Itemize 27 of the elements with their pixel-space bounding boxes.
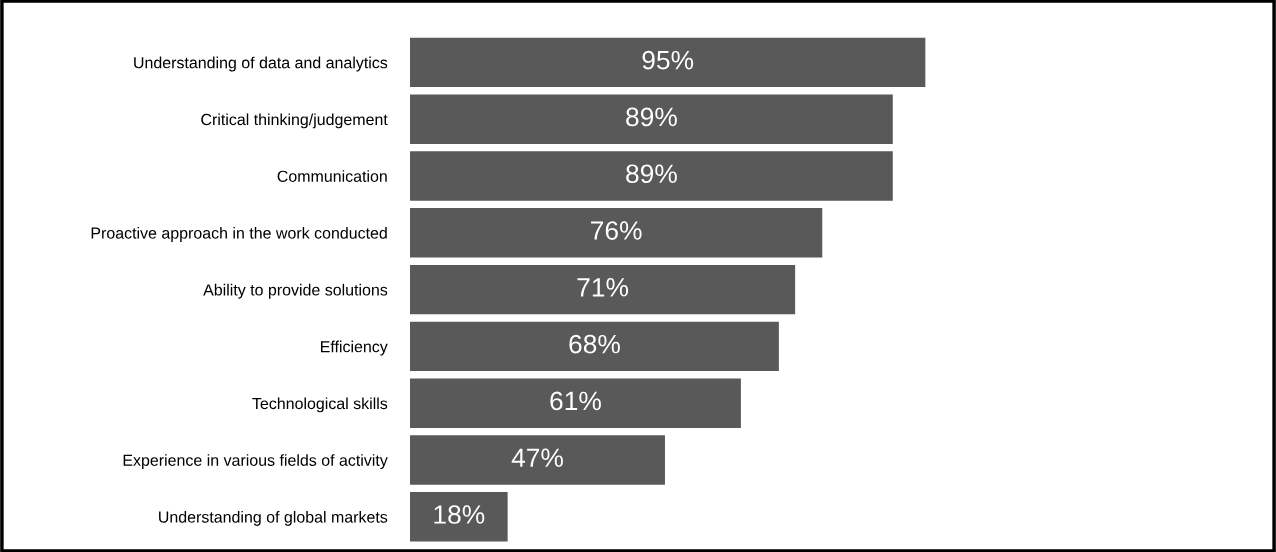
- y-tick-label: Efficiency: [321, 340, 388, 356]
- y-tick-label: Experience in various fields of activity: [123, 454, 388, 470]
- data-label: 71%: [577, 278, 629, 297]
- data-label: 18%: [434, 505, 485, 524]
- bar: [410, 435, 665, 485]
- bar: [410, 94, 893, 144]
- bar: [410, 37, 926, 88]
- y-tick-label: Communication: [277, 170, 387, 182]
- bar: [410, 321, 779, 372]
- y-tick-label: Understanding of data and analytics: [134, 56, 388, 72]
- y-tick-label: Proactive approach in the work conducted: [91, 227, 387, 242]
- y-tick-label: Ability to provide solutions: [203, 283, 388, 299]
- y-tick-label: Critical thinking/judgement: [201, 113, 388, 129]
- data-label: 95%: [642, 50, 694, 70]
- y-tick-label: Technological skills: [252, 397, 388, 413]
- data-label: 61%: [550, 391, 601, 411]
- bar: [410, 208, 823, 258]
- y-tick-label: Understanding of global markets: [159, 511, 388, 526]
- bar: [410, 264, 796, 315]
- bar: [410, 151, 893, 201]
- data-label: 76%: [591, 221, 642, 240]
- data-label: 89%: [626, 164, 677, 184]
- bar: [410, 378, 741, 428]
- bar: [410, 492, 508, 542]
- data-label: 47%: [511, 448, 563, 467]
- data-label: 89%: [626, 107, 677, 127]
- data-label: 68%: [569, 334, 620, 354]
